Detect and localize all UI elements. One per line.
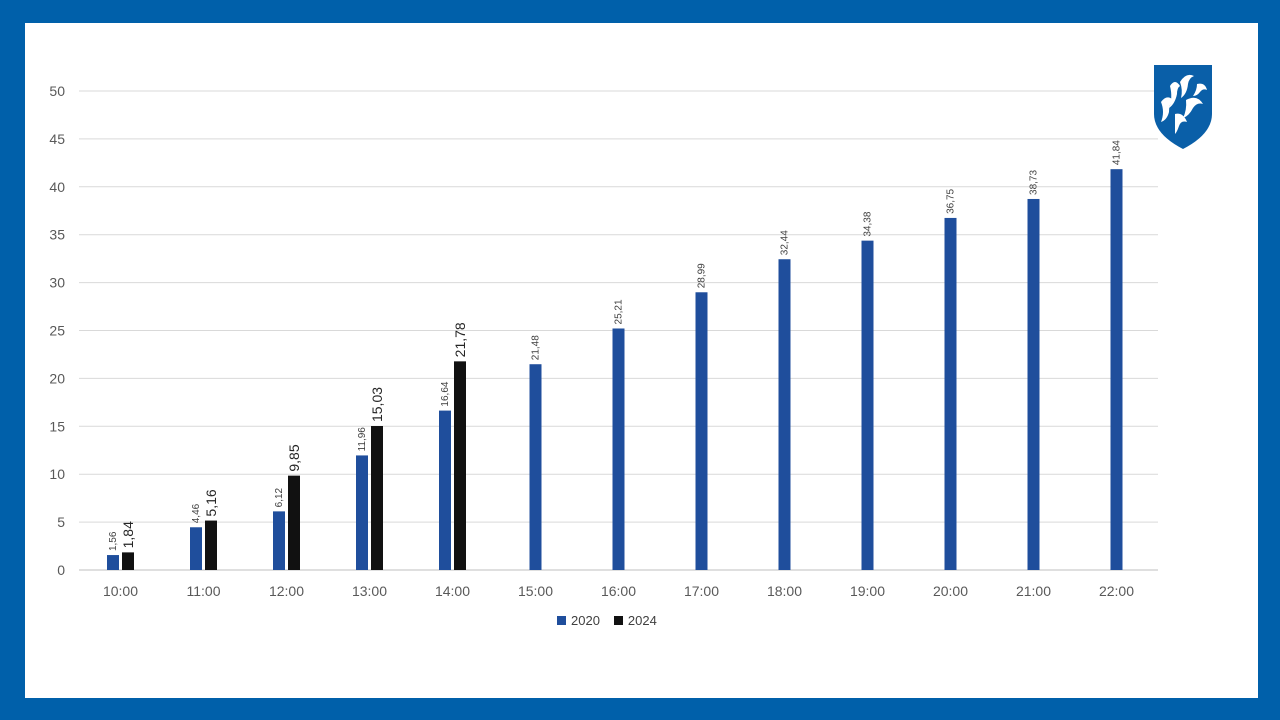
- bar-2020: [439, 410, 451, 570]
- x-tick-label: 18:00: [767, 583, 802, 599]
- y-tick-label: 40: [49, 179, 65, 195]
- x-tick-label: 10:00: [103, 583, 138, 599]
- bar-2024: [205, 520, 217, 570]
- data-label-2020: 4,46: [191, 503, 202, 523]
- x-tick-label: 16:00: [601, 583, 636, 599]
- y-tick-label: 35: [49, 227, 65, 243]
- data-label-2020: 1,56: [108, 531, 119, 551]
- legend-item-2024: 2024: [613, 613, 657, 628]
- y-tick-label: 0: [57, 562, 65, 578]
- y-tick-label: 50: [49, 83, 65, 99]
- y-tick-label: 20: [49, 370, 65, 386]
- data-label-2020: 25,21: [614, 299, 625, 324]
- legend-swatch-2024: [613, 616, 623, 625]
- bar-2020: [695, 292, 708, 570]
- data-label-2024: 9,85: [286, 444, 302, 471]
- x-tick-label: 20:00: [933, 583, 968, 599]
- data-label-2020: 41,84: [1112, 140, 1123, 165]
- bar-2020: [1027, 198, 1040, 570]
- data-label-2020: 34,38: [863, 211, 874, 236]
- y-tick-label: 10: [49, 466, 65, 482]
- x-tick-label: 19:00: [850, 583, 885, 599]
- x-tick-label: 12:00: [269, 583, 304, 599]
- x-tick-label: 17:00: [684, 583, 719, 599]
- data-label-2020: 6,12: [274, 487, 285, 507]
- x-tick-label: 22:00: [1099, 583, 1134, 599]
- y-tick-label: 30: [49, 275, 65, 291]
- bar-2020: [190, 527, 202, 570]
- bar-2020: [944, 217, 957, 570]
- data-label-2024: 21,78: [452, 322, 468, 357]
- x-tick-label: 11:00: [187, 583, 221, 599]
- chart-legend: 2020 2024: [557, 613, 657, 628]
- bar-2020: [356, 455, 368, 570]
- bar-2024: [454, 361, 466, 570]
- data-label-2024: 1,84: [120, 521, 136, 548]
- data-label-2020: 16,64: [440, 381, 451, 406]
- y-tick-label: 15: [49, 418, 65, 434]
- data-label-2020: 38,73: [1029, 170, 1040, 195]
- bar-2020: [1110, 169, 1123, 571]
- data-label-2024: 15,03: [369, 387, 385, 422]
- x-tick-label: 13:00: [352, 583, 387, 599]
- bar-2024: [122, 552, 134, 570]
- bar-2020: [273, 511, 285, 570]
- bar-chart: 0 5 10 15 20 25 30 35 40 45 50 10:00 1,56 1,84 11:00 4,…: [49, 83, 1158, 599]
- data-label-2020: 11,96: [357, 427, 368, 452]
- bar-2024: [288, 475, 300, 570]
- data-label-2020: 21,48: [531, 335, 542, 360]
- y-tick-label: 5: [57, 514, 65, 530]
- x-tick-label: 14:00: [435, 583, 470, 599]
- y-tick-label: 25: [49, 323, 65, 339]
- x-tick-label: 21:00: [1016, 583, 1051, 599]
- y-tick-label: 45: [49, 131, 65, 147]
- crest-bird-icon: [1154, 65, 1212, 149]
- bar-2020: [778, 259, 791, 570]
- x-tick-label: 15:00: [518, 583, 553, 599]
- legend-item-2020: 2020: [557, 613, 600, 628]
- legend-label-2020: 2020: [571, 613, 600, 628]
- bar-2020: [861, 240, 874, 571]
- data-label-2020: 36,75: [946, 188, 957, 213]
- data-label-2020: 28,99: [697, 263, 708, 288]
- bar-2020: [107, 555, 119, 570]
- legend-swatch-2020: [557, 616, 566, 625]
- bar-2024: [371, 426, 383, 570]
- legend-label-2024: 2024: [627, 613, 657, 628]
- bar-2020: [612, 328, 625, 570]
- data-label-2024: 5,16: [203, 489, 219, 516]
- data-label-2020: 32,44: [780, 230, 791, 255]
- bar-2020: [529, 364, 542, 570]
- slide: 0 5 10 15 20 25 30 35 40 45 50 10:00 1,56 1,84 11:00 4,…: [25, 23, 1258, 698]
